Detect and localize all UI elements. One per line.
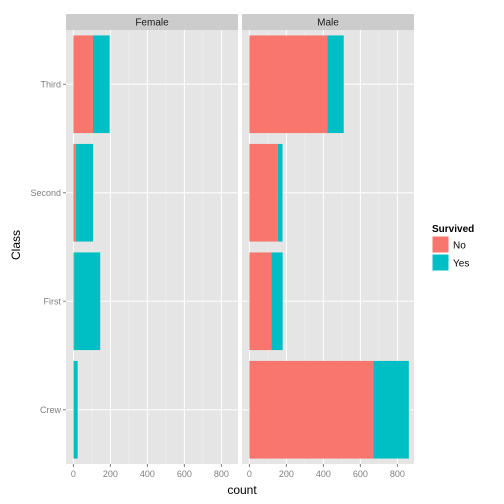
bar-male-first-no bbox=[249, 252, 272, 351]
x-tick-label: 200 bbox=[103, 469, 118, 479]
facet-strip-label: Female bbox=[135, 18, 169, 29]
bar-male-crew-yes bbox=[373, 360, 409, 459]
bar-female-crew-yes bbox=[73, 360, 78, 459]
y-tick-label: First bbox=[44, 296, 62, 306]
x-tick-label: 0 bbox=[247, 469, 252, 479]
x-tick-label: 600 bbox=[177, 469, 192, 479]
bar-male-second-no bbox=[249, 143, 278, 242]
bar-male-crew-no bbox=[249, 360, 374, 459]
x-tick-label: 400 bbox=[316, 469, 331, 479]
bar-female-first-yes bbox=[74, 252, 101, 351]
bar-male-third-no bbox=[249, 35, 328, 134]
x-tick-label: 600 bbox=[353, 469, 368, 479]
legend-label-yes: Yes bbox=[453, 259, 469, 270]
x-tick-label: 800 bbox=[390, 469, 405, 479]
bar-male-first-yes bbox=[271, 252, 283, 351]
bar-female-crew-no bbox=[73, 360, 74, 459]
legend-label-no: No bbox=[453, 241, 466, 252]
facet-panels: Female 0 200 400 600 800 Male 0 200 400 600 800 Crew… bbox=[30, 14, 414, 479]
bar-female-first-no bbox=[73, 252, 75, 351]
bar-female-third-no bbox=[73, 35, 94, 134]
x-tick-label: 800 bbox=[214, 469, 229, 479]
x-tick-label: 200 bbox=[279, 469, 294, 479]
panel-male: Male 0 200 400 600 800 bbox=[242, 14, 414, 479]
facet-strip-label: Male bbox=[317, 18, 339, 29]
bar-male-third-yes bbox=[327, 35, 344, 134]
legend-title: Survived bbox=[432, 224, 474, 235]
x-axis-title: count bbox=[227, 483, 257, 497]
bar-female-second-yes bbox=[75, 143, 94, 242]
bar-female-third-yes bbox=[93, 35, 110, 134]
y-tick-label: Third bbox=[40, 79, 61, 89]
y-axis-title: Class bbox=[9, 230, 23, 260]
legend-key-yes bbox=[431, 253, 450, 272]
facet-strip bbox=[66, 14, 238, 30]
y-tick-label: Second bbox=[30, 188, 61, 198]
bar-male-second-yes bbox=[277, 143, 283, 242]
bar-female-second-no bbox=[73, 143, 76, 242]
x-tick-label: 0 bbox=[71, 469, 76, 479]
panel-female: Female 0 200 400 600 800 bbox=[66, 14, 238, 479]
x-tick-label: 400 bbox=[140, 469, 155, 479]
y-tick-label: Crew bbox=[40, 405, 62, 415]
legend: Survived No Yes bbox=[431, 224, 474, 272]
legend-key-no bbox=[431, 235, 450, 254]
facet-strip bbox=[242, 14, 414, 30]
